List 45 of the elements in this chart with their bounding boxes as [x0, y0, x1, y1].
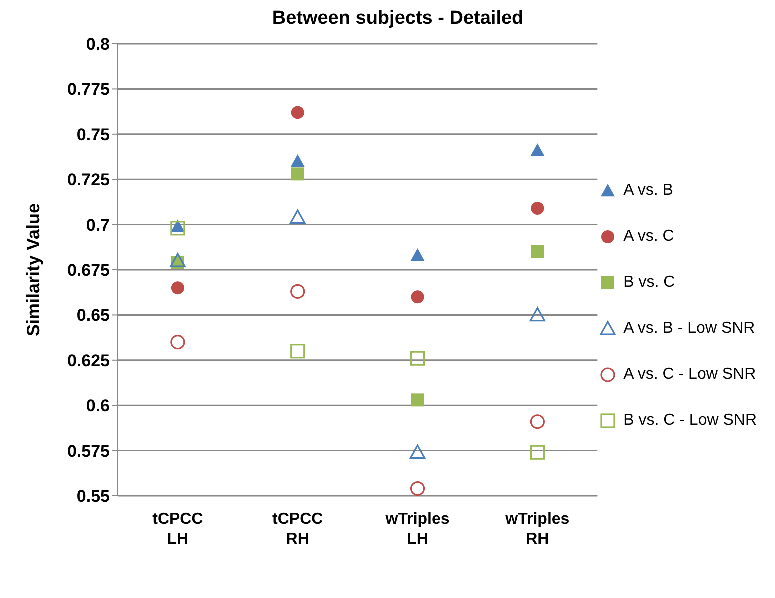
point	[531, 245, 544, 258]
point	[410, 444, 426, 460]
point	[290, 284, 306, 299]
y-tick-label: 0.625	[67, 351, 110, 370]
y-tick-label: 0.75	[76, 125, 110, 144]
y-axis-title: Similarity Value	[23, 203, 44, 337]
x-tick-label: tCPCC LH	[152, 511, 204, 548]
point	[290, 344, 306, 359]
y-tick-label: 0.675	[67, 261, 110, 280]
point	[411, 290, 424, 304]
y-tick-label: 0.7	[86, 216, 110, 235]
legend-label: A vs. C	[624, 228, 674, 246]
x-tick-label: wTriples LH	[384, 511, 450, 548]
point	[411, 394, 424, 407]
point	[170, 253, 186, 268]
y-tick-label: 0.8	[86, 35, 110, 54]
point	[530, 307, 546, 322]
point	[170, 335, 186, 350]
point	[291, 168, 304, 181]
point	[291, 106, 304, 120]
point	[171, 282, 184, 295]
y-tick-label: 0.775	[67, 80, 110, 100]
y-tick-label: 0.55	[76, 487, 110, 506]
x-tick-label: tCPCC RH	[272, 511, 324, 548]
point	[290, 210, 306, 224]
y-tick-label: 0.575	[67, 442, 110, 461]
legend-label: B vs. C	[624, 274, 676, 292]
legend-label: A vs. C - Low SNR	[624, 366, 756, 384]
point	[531, 202, 544, 216]
point	[530, 414, 545, 430]
point	[290, 154, 305, 168]
point	[530, 445, 545, 460]
point	[530, 144, 545, 156]
point	[410, 248, 425, 262]
x-tick-label: wTriples RH	[504, 511, 570, 548]
point	[170, 221, 186, 236]
point	[410, 351, 426, 366]
y-tick-label: 0.6	[86, 396, 110, 416]
y-tick-label: 0.65	[76, 306, 110, 326]
legend-label: A vs. B	[624, 182, 674, 200]
y-tick-label: 0.725	[67, 170, 110, 190]
legend-label: A vs. B - Low SNR	[624, 320, 756, 338]
legend-label: B vs. C - Low SNR	[624, 412, 757, 430]
point	[410, 481, 426, 496]
chart-title: Between subjects - Detailed	[271, 8, 525, 31]
